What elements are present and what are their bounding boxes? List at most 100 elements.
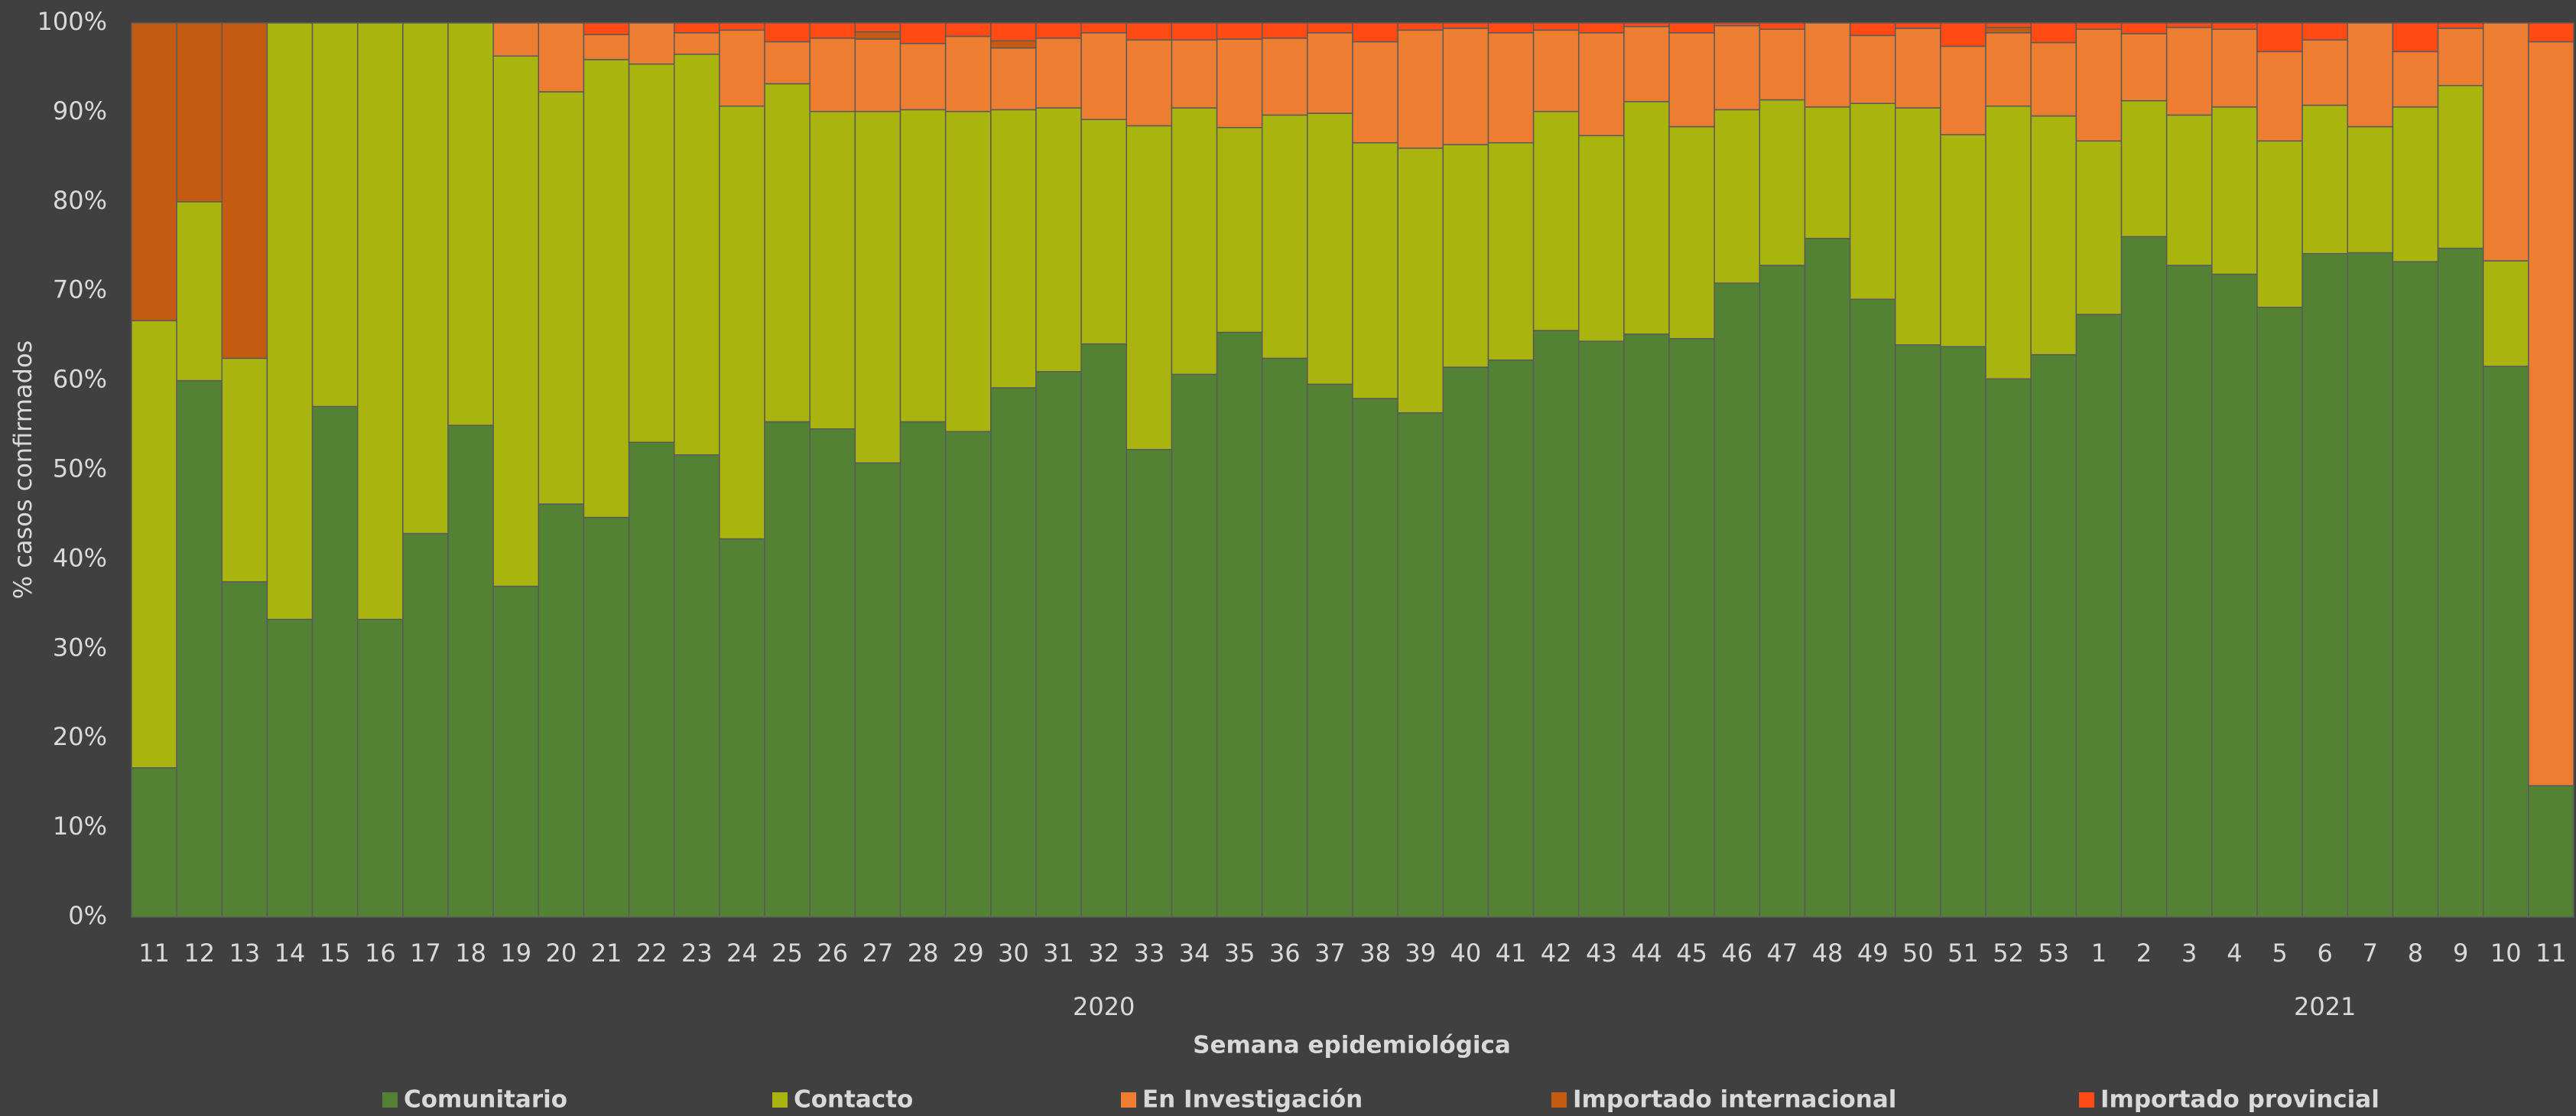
bar-segment	[899, 421, 947, 918]
bar-segment	[1895, 22, 1941, 29]
bar-segment	[2528, 785, 2574, 918]
bar-segment	[583, 34, 630, 60]
bar-segment	[2528, 41, 2574, 786]
bar-segment	[356, 22, 404, 620]
x-axis-title: Semana epidemiológica	[1193, 1032, 1511, 1059]
x-tick-label: 18	[455, 939, 486, 968]
bar-segment	[854, 31, 901, 40]
bar-segment	[628, 22, 675, 65]
x-tick-label: 24	[726, 939, 758, 968]
bar-segment	[1714, 109, 1761, 284]
legend-label: Contacto	[794, 1086, 913, 1114]
x-tick-label: 11	[138, 939, 170, 968]
x-tick-label: 9	[2453, 939, 2468, 968]
bar-segment	[2256, 22, 2303, 53]
bar-segment	[1307, 22, 1353, 34]
bar-segment	[764, 22, 810, 43]
bar-segment	[2030, 22, 2077, 44]
bar-segment	[1035, 107, 1082, 373]
bar-segment	[854, 38, 901, 112]
x-tick-label: 42	[1541, 939, 1572, 968]
bar-segment	[1216, 331, 1263, 918]
bar-segment	[1985, 32, 2032, 107]
bar-segment	[2347, 125, 2394, 254]
x-tick-label: 35	[1224, 939, 1256, 968]
bar-segment	[538, 22, 585, 93]
bar-segment	[1804, 106, 1851, 239]
bar-segment	[1895, 28, 1941, 109]
bar-segment	[2120, 99, 2168, 238]
bar-segment	[628, 63, 675, 444]
bar-segment	[2437, 28, 2484, 86]
bar-segment	[1080, 32, 1128, 121]
x-tick-label: 49	[1857, 939, 1889, 968]
bar-segment	[2211, 273, 2258, 918]
x-tick-label: 38	[1359, 939, 1391, 968]
bar-segment	[1668, 337, 1715, 918]
bar-segment	[221, 22, 268, 360]
bar-segment	[674, 454, 720, 918]
bar-segment	[990, 109, 1037, 389]
x-group-label: 2020	[1073, 992, 1135, 1021]
x-tick-label: 10	[2490, 939, 2522, 968]
bar-segment	[854, 110, 901, 464]
bar-segment	[1171, 107, 1218, 376]
bar-segment	[1714, 282, 1761, 918]
bar-segment	[1487, 142, 1535, 361]
bar-segment	[944, 110, 992, 432]
x-tick-label: 12	[184, 939, 215, 968]
bar-segment	[356, 618, 404, 918]
bar-segment	[1261, 22, 1308, 39]
bar-segment	[1895, 107, 1941, 346]
x-tick-label: 45	[1676, 939, 1707, 968]
bar-segment	[2256, 306, 2303, 918]
bar-segment	[1352, 41, 1398, 144]
bar-segment	[809, 428, 856, 918]
legend-label: Importado provincial	[2100, 1086, 2379, 1114]
bar-segment	[2347, 252, 2394, 918]
bar-segment	[583, 59, 630, 519]
bar-segment	[944, 22, 992, 37]
legend-label: Importado internacional	[1573, 1086, 1896, 1114]
bar-segment	[1126, 39, 1173, 127]
bar-segment	[1487, 359, 1535, 918]
x-tick-label: 50	[1902, 939, 1934, 968]
bar-segment	[2030, 115, 2077, 356]
bar-segment	[1035, 37, 1082, 109]
bar-segment	[1577, 135, 1625, 342]
x-tick-label: 36	[1269, 939, 1301, 968]
bar-segment	[2392, 22, 2439, 53]
bar-segment	[1577, 32, 1625, 137]
x-tick-label: 43	[1586, 939, 1617, 968]
bar-segment	[2347, 22, 2394, 128]
bar-segment	[1849, 34, 1896, 104]
bar-segment	[131, 22, 177, 322]
bar-segment	[1216, 38, 1263, 129]
bar-segment	[899, 109, 947, 423]
x-tick-label: 32	[1088, 939, 1119, 968]
bar-segment	[1532, 29, 1580, 112]
x-group-label: 2021	[2294, 992, 2356, 1021]
bar-segment	[1307, 383, 1353, 918]
x-tick-label: 47	[1767, 939, 1798, 968]
x-tick-label: 14	[274, 939, 306, 968]
bar-segment	[1577, 22, 1625, 34]
bar-segment	[1940, 45, 1986, 135]
bar-segment	[131, 320, 177, 769]
y-tick-label: 0%	[68, 901, 107, 930]
bar-segment	[1623, 22, 1670, 28]
bar-segment	[1261, 114, 1308, 360]
x-tick-label: 1	[2091, 939, 2107, 968]
bar-segment	[1759, 22, 1806, 30]
bar-segment	[447, 425, 494, 918]
x-tick-label: 13	[229, 939, 261, 968]
bar-segment	[1442, 144, 1489, 368]
y-tick-label: 40%	[53, 543, 107, 572]
bar-segment	[1668, 32, 1715, 128]
bar-segment	[1532, 330, 1580, 918]
bar-segment	[2256, 50, 2303, 142]
x-tick-label: 28	[908, 939, 939, 968]
x-tick-label: 53	[2038, 939, 2069, 968]
bar-segment	[1126, 125, 1173, 451]
bar-segment	[990, 40, 1037, 49]
